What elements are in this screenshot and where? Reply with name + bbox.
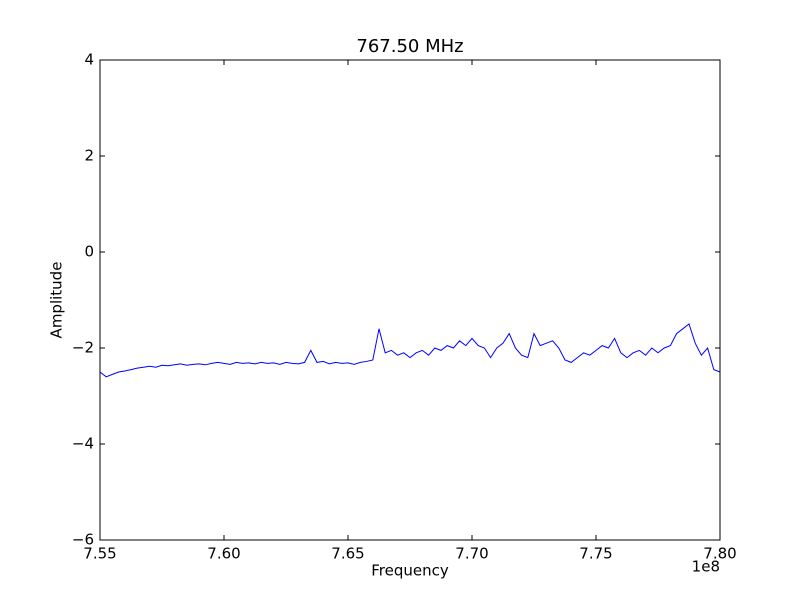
data-line <box>99 323 721 378</box>
y-tick-label: 4 <box>84 51 94 69</box>
x-offset-label: 1e8 <box>692 558 720 576</box>
plot-frame <box>99 59 721 541</box>
chart-title: 767.50 MHz <box>356 36 463 57</box>
x-tick-label: 7.55 <box>83 545 116 563</box>
y-tick-label: 0 <box>84 243 94 261</box>
x-tick-label: 7.75 <box>579 545 612 563</box>
x-tick-label: 7.80 <box>703 545 736 563</box>
x-axis-label: Frequency <box>371 562 449 580</box>
y-tick-label: −2 <box>72 339 94 357</box>
y-tick-label: −6 <box>72 531 94 549</box>
x-tick-label: 7.70 <box>455 545 488 563</box>
x-tick-label: 7.60 <box>207 545 240 563</box>
y-tick-label: 2 <box>84 147 94 165</box>
y-tick-label: −4 <box>72 435 94 453</box>
x-tick-label: 7.65 <box>331 545 364 563</box>
y-axis-label: Amplitude <box>48 262 66 339</box>
